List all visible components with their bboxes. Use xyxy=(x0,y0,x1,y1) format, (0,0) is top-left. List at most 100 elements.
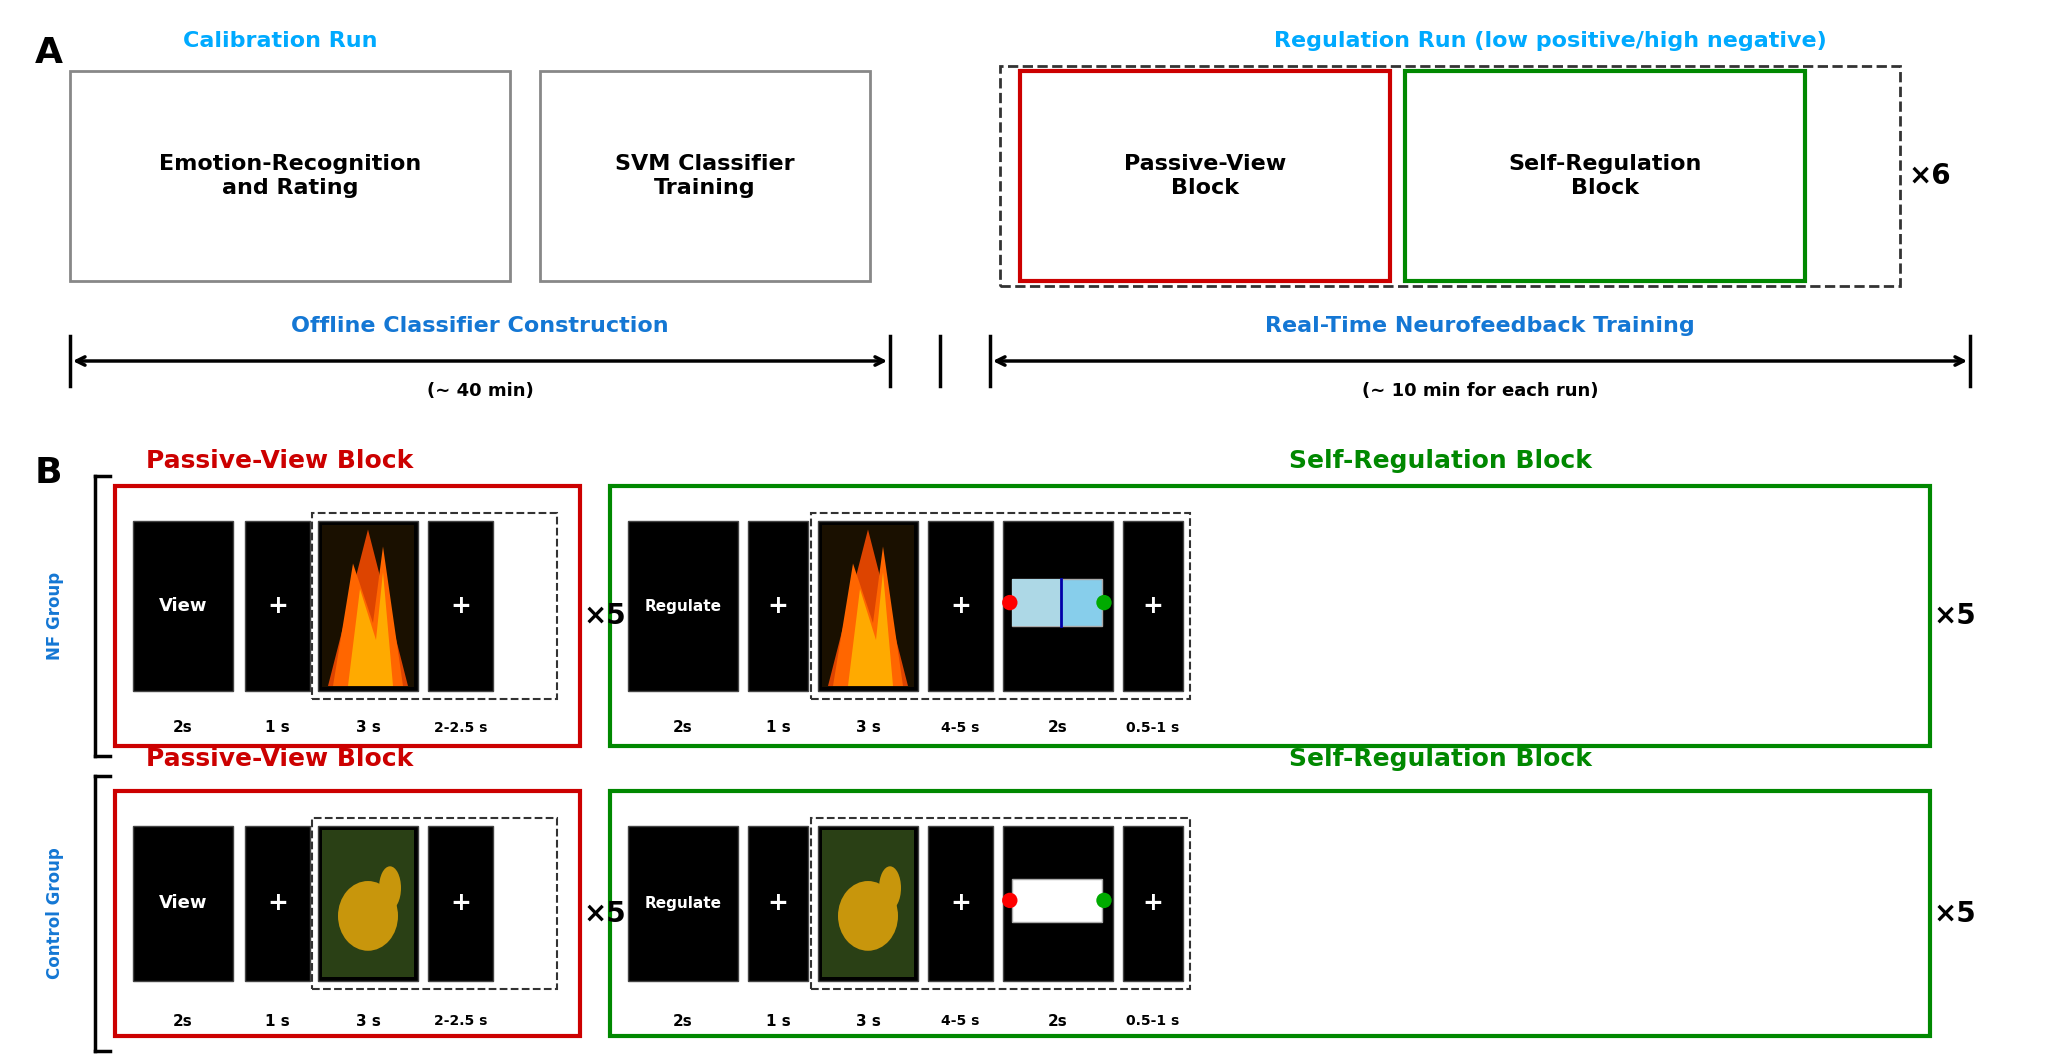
Bar xyxy=(323,525,413,688)
Text: 2s: 2s xyxy=(173,1013,193,1028)
Text: 2s: 2s xyxy=(674,1013,693,1028)
Text: 4-5 s: 4-5 s xyxy=(941,721,980,735)
Bar xyxy=(1011,879,1101,922)
Text: Regulate: Regulate xyxy=(645,598,721,613)
Text: Passive-View Block: Passive-View Block xyxy=(146,449,413,473)
Text: 1 s: 1 s xyxy=(767,1013,791,1028)
Text: 2-2.5 s: 2-2.5 s xyxy=(434,721,487,735)
Polygon shape xyxy=(828,529,908,686)
Ellipse shape xyxy=(838,881,898,951)
Text: (∼ 10 min for each run): (∼ 10 min for each run) xyxy=(1362,382,1599,400)
Text: Offline Classifier Construction: Offline Classifier Construction xyxy=(292,316,668,336)
Text: 3 s: 3 s xyxy=(855,1013,880,1028)
Bar xyxy=(822,830,914,977)
Text: ×5: ×5 xyxy=(584,900,627,927)
Text: 2s: 2s xyxy=(674,720,693,735)
Text: +: + xyxy=(267,891,288,916)
Text: 0.5-1 s: 0.5-1 s xyxy=(1126,1014,1180,1028)
Bar xyxy=(610,486,1930,746)
Ellipse shape xyxy=(378,866,401,909)
Polygon shape xyxy=(333,546,403,686)
Text: Emotion-Recognition
and Rating: Emotion-Recognition and Rating xyxy=(158,155,421,197)
Text: Passive-View
Block: Passive-View Block xyxy=(1124,155,1286,197)
Text: 2s: 2s xyxy=(173,720,193,735)
Bar xyxy=(115,486,580,746)
Text: 0.5-1 s: 0.5-1 s xyxy=(1126,721,1180,735)
Bar xyxy=(245,521,310,691)
Text: Self-Regulation Block: Self-Regulation Block xyxy=(1288,747,1591,771)
Ellipse shape xyxy=(337,881,399,951)
Bar xyxy=(748,521,808,691)
Bar xyxy=(319,521,417,691)
Bar xyxy=(312,818,557,989)
Text: View: View xyxy=(158,894,208,912)
Text: ×5: ×5 xyxy=(584,602,627,630)
Circle shape xyxy=(1003,892,1017,908)
Polygon shape xyxy=(832,546,902,686)
Polygon shape xyxy=(329,529,409,686)
Text: +: + xyxy=(1143,891,1163,916)
Text: +: + xyxy=(450,594,471,618)
Text: +: + xyxy=(450,891,471,916)
Text: Real-Time Neurofeedback Training: Real-Time Neurofeedback Training xyxy=(1266,316,1695,336)
Bar xyxy=(929,521,993,691)
Text: +: + xyxy=(769,594,789,618)
Circle shape xyxy=(1095,595,1112,610)
Bar xyxy=(1019,71,1389,281)
Text: Passive-View Block: Passive-View Block xyxy=(146,747,413,771)
Text: NF Group: NF Group xyxy=(45,572,64,660)
Text: ×5: ×5 xyxy=(1934,900,1977,927)
Text: 2s: 2s xyxy=(1048,720,1069,735)
Text: ×6: ×6 xyxy=(1909,162,1952,190)
Bar xyxy=(610,792,1930,1036)
Bar xyxy=(1003,827,1114,981)
Bar xyxy=(929,827,993,981)
Text: Calibration Run: Calibration Run xyxy=(183,31,378,51)
Polygon shape xyxy=(849,572,894,686)
Text: Self-Regulation Block: Self-Regulation Block xyxy=(1288,449,1591,473)
Bar xyxy=(115,792,580,1036)
Text: 3 s: 3 s xyxy=(356,720,380,735)
Text: 1 s: 1 s xyxy=(265,1013,290,1028)
Text: 2-2.5 s: 2-2.5 s xyxy=(434,1014,487,1028)
Text: 3 s: 3 s xyxy=(356,1013,380,1028)
Bar xyxy=(245,827,310,981)
Bar xyxy=(748,827,808,981)
Bar xyxy=(818,521,919,691)
Bar xyxy=(427,827,493,981)
Bar xyxy=(1011,579,1062,626)
Text: View: View xyxy=(158,597,208,615)
Text: 3 s: 3 s xyxy=(855,720,880,735)
Polygon shape xyxy=(347,572,393,686)
Text: 1 s: 1 s xyxy=(265,720,290,735)
Bar xyxy=(1003,521,1114,691)
Bar xyxy=(323,830,413,977)
Circle shape xyxy=(1003,595,1017,610)
Bar xyxy=(70,71,510,281)
Text: +: + xyxy=(267,594,288,618)
Bar xyxy=(822,525,914,688)
Text: A: A xyxy=(35,36,64,70)
Text: +: + xyxy=(769,891,789,916)
Bar xyxy=(1001,66,1901,286)
Bar xyxy=(1122,521,1184,691)
Bar xyxy=(629,521,738,691)
Bar xyxy=(134,521,232,691)
Bar xyxy=(312,514,557,699)
Bar xyxy=(812,514,1190,699)
Text: +: + xyxy=(949,891,970,916)
Bar xyxy=(134,827,232,981)
Text: SVM Classifier
Training: SVM Classifier Training xyxy=(614,155,795,197)
Text: Regulate: Regulate xyxy=(645,895,721,911)
Bar xyxy=(427,521,493,691)
Bar xyxy=(629,827,738,981)
Circle shape xyxy=(1095,892,1112,908)
Ellipse shape xyxy=(880,866,900,909)
Bar xyxy=(1406,71,1804,281)
Text: ×5: ×5 xyxy=(1934,602,1977,630)
Bar xyxy=(319,827,417,981)
Text: Self-Regulation
Block: Self-Regulation Block xyxy=(1508,155,1702,197)
Bar xyxy=(540,71,869,281)
Text: (∼ 40 min): (∼ 40 min) xyxy=(427,382,534,400)
Text: 2s: 2s xyxy=(1048,1013,1069,1028)
